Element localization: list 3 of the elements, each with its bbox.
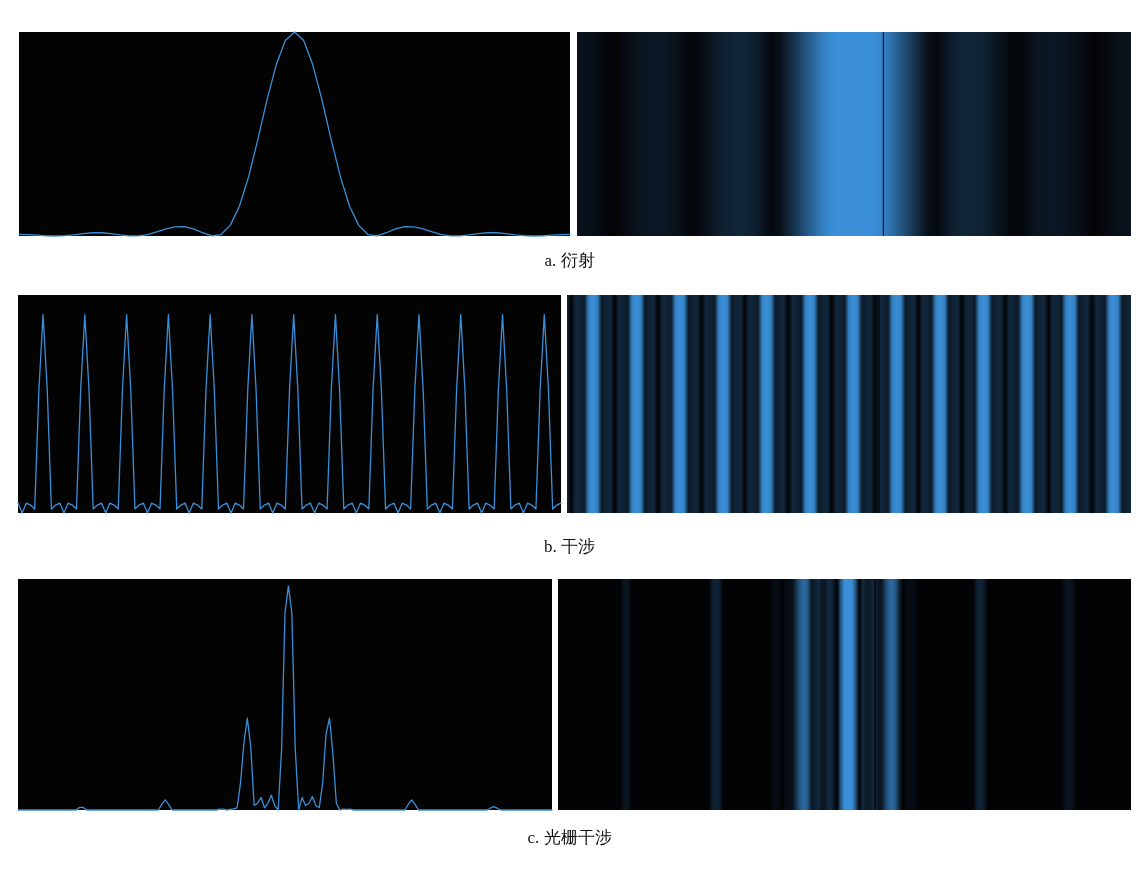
text: b. 干涉 — [544, 537, 595, 556]
text: a. 衍射 — [544, 251, 595, 270]
text: c. 光栅干涉 — [527, 828, 612, 847]
